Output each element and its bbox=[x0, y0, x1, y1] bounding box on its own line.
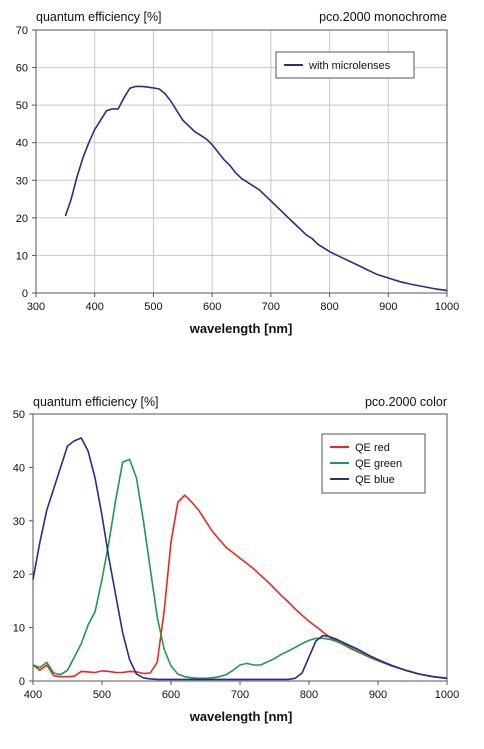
y-tick-label: 20 bbox=[16, 213, 28, 225]
x-tick-label: 700 bbox=[231, 689, 249, 701]
y-tick-label: 10 bbox=[13, 623, 25, 635]
x-tick-label: 400 bbox=[86, 301, 104, 313]
y-tick-label: 40 bbox=[13, 462, 25, 474]
x-axis-label: wavelength [nm] bbox=[189, 709, 293, 724]
x-tick-label: 500 bbox=[144, 301, 162, 313]
legend: with microlenses bbox=[275, 51, 415, 79]
chart-color: quantum efficiency [%] pco.2000 color 40… bbox=[13, 395, 459, 724]
x-tick-label: 800 bbox=[320, 301, 338, 313]
axes: 400 500 600 700 800 900 1000 0 10 20 30 40 50 bbox=[13, 409, 459, 701]
legend: QE red QE green QE blue bbox=[321, 433, 426, 494]
x-axis-label: wavelength [nm] bbox=[189, 321, 293, 336]
chart-title-left: quantum efficiency [%] bbox=[33, 395, 159, 409]
y-tick-label: 30 bbox=[13, 516, 25, 528]
series-line-qe-blue bbox=[32, 437, 448, 681]
plot-frame bbox=[35, 29, 448, 294]
y-tick-label: 40 bbox=[16, 138, 28, 150]
x-tick-label: 900 bbox=[369, 689, 387, 701]
chart-title-right: pco.2000 color bbox=[365, 395, 447, 409]
y-tick-label: 10 bbox=[16, 250, 28, 262]
x-tick-label: 400 bbox=[24, 689, 42, 701]
legend-label: QE green bbox=[355, 458, 402, 470]
y-tick-label: 30 bbox=[16, 175, 28, 187]
x-tick-label: 300 bbox=[27, 301, 45, 313]
series-layer bbox=[64, 85, 448, 292]
axes: 300 400 500 600 700 800 900 1000 0 10 20 30 40 50 60 70 bbox=[16, 25, 459, 313]
x-tick-label: 1000 bbox=[435, 301, 459, 313]
x-tick-label: 700 bbox=[262, 301, 280, 313]
chart-title-right: pco.2000 monochrome bbox=[319, 10, 447, 24]
x-tick-label: 600 bbox=[162, 689, 180, 701]
x-tick-label: 900 bbox=[379, 301, 397, 313]
series-line-with-microlenses bbox=[64, 85, 448, 292]
x-tick-label: 500 bbox=[93, 689, 111, 701]
legend-label: QE red bbox=[355, 442, 390, 454]
series-line-qe-green bbox=[32, 458, 448, 680]
y-tick-label: 0 bbox=[19, 676, 25, 688]
legend-label: with microlenses bbox=[308, 60, 391, 72]
x-tick-label: 600 bbox=[203, 301, 221, 313]
series-layer bbox=[32, 437, 448, 681]
chart-monochrome: quantum efficiency [%] pco.2000 monochro… bbox=[16, 10, 459, 336]
y-tick-label: 50 bbox=[16, 100, 28, 112]
y-tick-label: 70 bbox=[16, 25, 28, 37]
x-tick-label: 1000 bbox=[435, 689, 459, 701]
y-tick-label: 60 bbox=[16, 63, 28, 75]
y-tick-label: 50 bbox=[13, 409, 25, 421]
y-tick-label: 20 bbox=[13, 569, 25, 581]
legend-label: QE blue bbox=[355, 474, 395, 486]
x-tick-label: 800 bbox=[300, 689, 318, 701]
series-line-qe-red bbox=[32, 494, 448, 680]
chart-title-left: quantum efficiency [%] bbox=[36, 10, 162, 24]
y-tick-label: 0 bbox=[22, 288, 28, 300]
